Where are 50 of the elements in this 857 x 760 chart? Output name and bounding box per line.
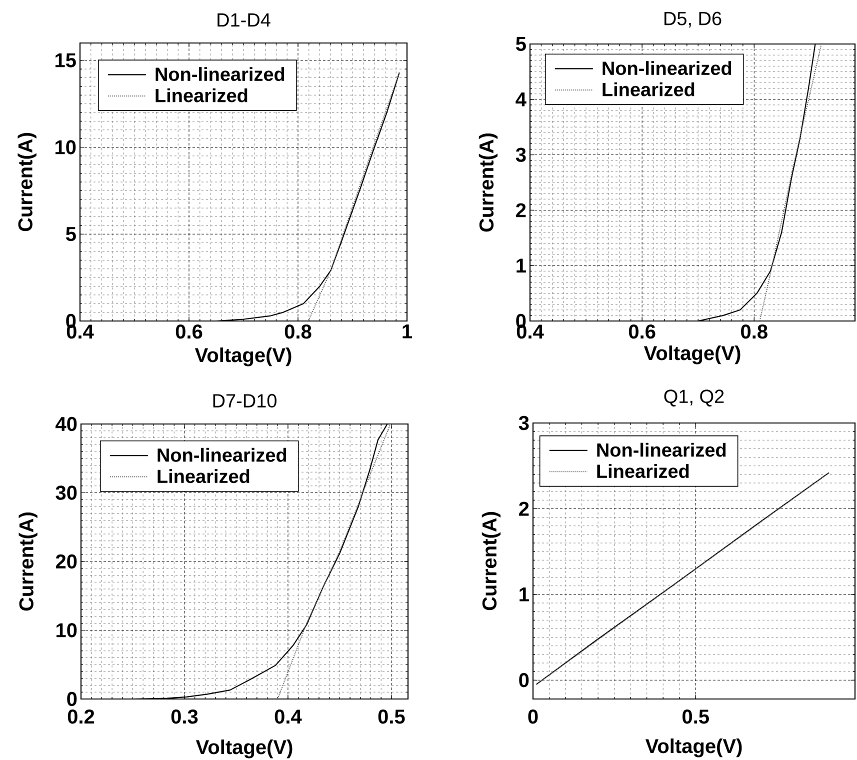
chart-title: Q1, Q2 [664,390,724,407]
x-tick-label: 0.2 [68,710,94,724]
y-tick-label: 0 [519,673,529,688]
legend-label: Linearized [158,469,250,484]
y-tick-label: 5 [516,37,526,51]
legend-label: Linearized [156,88,248,102]
y-axis-title: Current(A) [478,133,498,232]
x-tick-label: 0 [528,710,538,724]
line-series [759,44,822,321]
y-tick-label: 40 [56,416,77,432]
chart-title: D1-D4 [218,13,270,26]
x-tick-label: 0.5 [682,710,709,724]
y-tick-label: 3 [518,416,529,430]
x-tick-label: 0.4 [274,710,302,724]
y-axis-title: Current(A) [18,512,38,611]
y-axis-title: Current(A) [482,512,501,610]
y-tick-label: 3 [516,148,526,162]
x-tick-label: 0.8 [284,324,312,339]
legend-label: Linearized [602,82,694,96]
legend-label: Non-linearized [156,67,284,82]
y-tick-label: 30 [56,486,77,500]
legend-label: Non-linearized [158,448,286,462]
x-tick-label: 0.3 [171,710,198,724]
y-tick-label: 0 [67,692,77,706]
y-axis-title: Current(A) [18,133,36,232]
y-tick-label: 2 [519,502,529,516]
y-tick-label: 4 [516,92,526,106]
y-tick-label: 1 [516,258,526,272]
legend-label: Non-linearized [602,61,732,76]
x-axis-title: Voltage(V) [194,348,292,366]
y-tick-label: 10 [56,623,77,638]
x-axis-title: Voltage(V) [644,346,740,364]
x-tick-label: 0.8 [741,324,768,339]
chart-title: D7-D10 [213,394,276,408]
y-tick-label: 2 [516,203,526,218]
chart-title: D5, D6 [664,12,722,28]
legend-label: Non-linearized [597,442,726,457]
x-tick-label: 0.6 [176,324,202,339]
x-axis-title: Voltage(V) [196,740,292,758]
y-tick-label: 5 [66,227,76,242]
y-tick-label: 15 [56,53,76,68]
x-axis-title: Voltage(V) [645,738,742,758]
line-series [308,72,400,321]
x-tick-label: 0.6 [628,324,656,339]
x-tick-label: 1 [402,324,412,338]
x-tick-label: 0.5 [378,710,405,724]
y-tick-label: 20 [56,554,77,569]
legend-label: Linearized [597,464,689,478]
y-tick-label: 1 [520,588,529,602]
y-tick-label: 10 [56,140,76,154]
